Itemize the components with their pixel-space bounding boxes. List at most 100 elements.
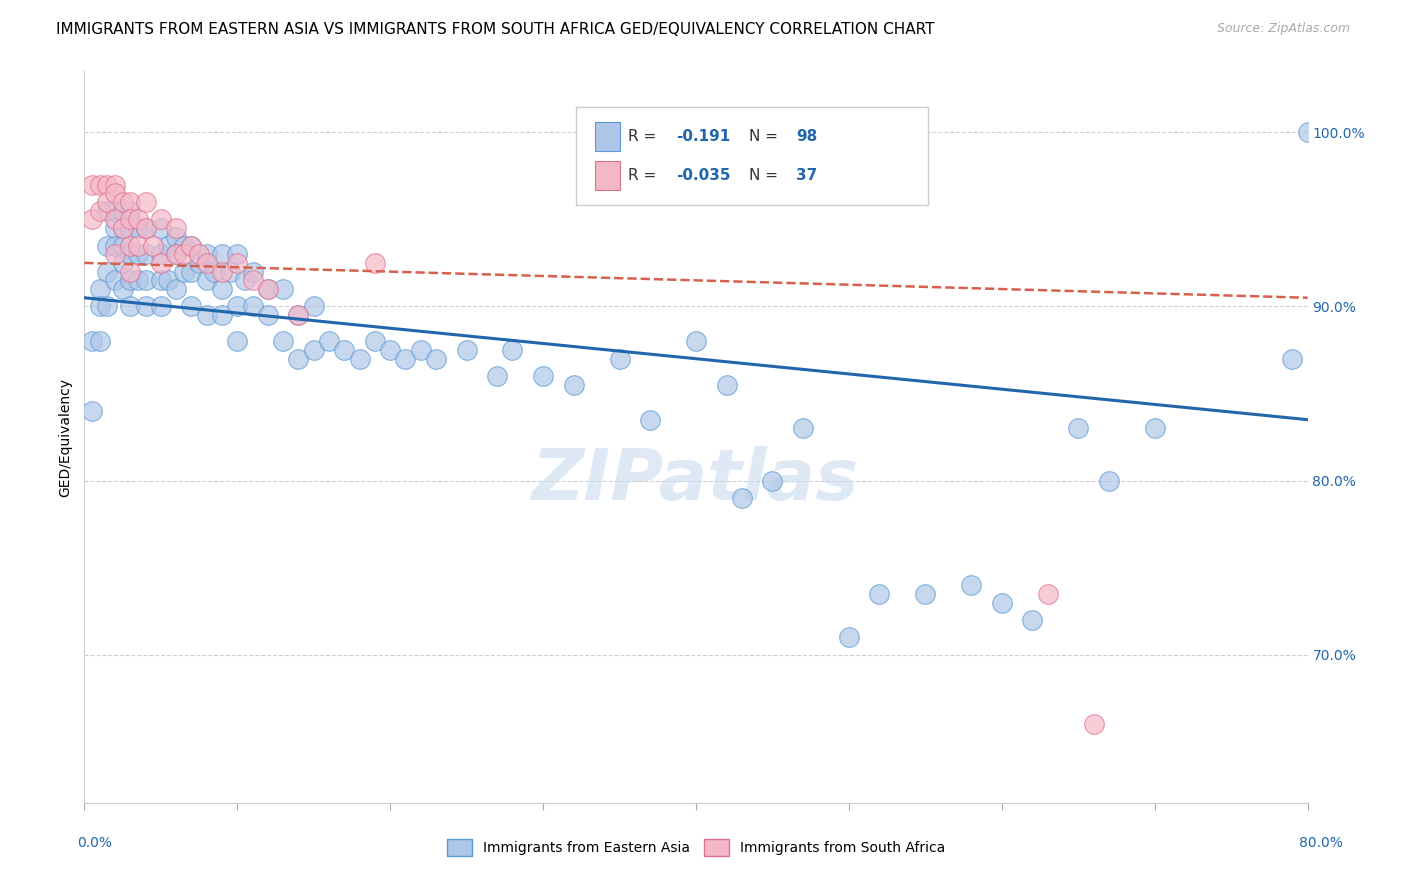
Point bbox=[127, 247, 149, 261]
Point bbox=[89, 178, 111, 192]
Point bbox=[287, 308, 309, 322]
Point bbox=[364, 334, 387, 349]
Point bbox=[127, 273, 149, 287]
Point bbox=[960, 578, 983, 592]
Point bbox=[120, 273, 142, 287]
Point bbox=[165, 247, 187, 261]
Point bbox=[149, 212, 172, 227]
Point bbox=[96, 178, 118, 192]
Point bbox=[1021, 613, 1043, 627]
Point bbox=[456, 343, 478, 357]
Point bbox=[104, 247, 127, 261]
Point bbox=[1036, 587, 1059, 601]
Point bbox=[120, 247, 142, 261]
Point bbox=[271, 334, 294, 349]
Point bbox=[135, 273, 157, 287]
Point bbox=[120, 203, 142, 218]
Point bbox=[104, 221, 127, 235]
Point bbox=[104, 212, 127, 227]
Point bbox=[173, 247, 195, 261]
Point bbox=[202, 265, 225, 279]
Point bbox=[380, 343, 402, 357]
Point bbox=[135, 221, 157, 235]
Point bbox=[302, 343, 325, 357]
Point bbox=[104, 273, 127, 287]
Point bbox=[165, 282, 187, 296]
Point bbox=[89, 334, 111, 349]
Text: 37: 37 bbox=[796, 169, 817, 183]
Point bbox=[157, 273, 180, 287]
Point bbox=[149, 221, 172, 235]
Point bbox=[257, 282, 280, 296]
Point bbox=[271, 282, 294, 296]
Point bbox=[135, 194, 157, 209]
Text: IMMIGRANTS FROM EASTERN ASIA VS IMMIGRANTS FROM SOUTH AFRICA GED/EQUIVALENCY COR: IMMIGRANTS FROM EASTERN ASIA VS IMMIGRAN… bbox=[56, 22, 935, 37]
Point bbox=[502, 343, 524, 357]
Point bbox=[364, 256, 387, 270]
Point bbox=[80, 178, 103, 192]
Point bbox=[96, 203, 118, 218]
Point bbox=[1143, 421, 1166, 435]
Point bbox=[991, 595, 1014, 609]
Point bbox=[195, 256, 218, 270]
Point bbox=[120, 238, 142, 252]
Point bbox=[562, 377, 585, 392]
Point bbox=[180, 238, 202, 252]
Point bbox=[257, 308, 280, 322]
Text: N =: N = bbox=[749, 129, 783, 144]
Point bbox=[195, 308, 218, 322]
Point bbox=[257, 282, 280, 296]
Point bbox=[425, 351, 447, 366]
Point bbox=[226, 256, 249, 270]
Point bbox=[104, 178, 127, 192]
Point bbox=[89, 203, 111, 218]
Point bbox=[211, 282, 233, 296]
Text: -0.191: -0.191 bbox=[676, 129, 731, 144]
Point bbox=[716, 377, 738, 392]
Point bbox=[80, 404, 103, 418]
Text: 98: 98 bbox=[796, 129, 817, 144]
Point bbox=[104, 186, 127, 201]
Point bbox=[135, 300, 157, 314]
Point bbox=[80, 212, 103, 227]
Point bbox=[349, 351, 371, 366]
Text: ZIPatlas: ZIPatlas bbox=[533, 447, 859, 516]
Point bbox=[111, 221, 134, 235]
Point bbox=[89, 282, 111, 296]
Text: R =: R = bbox=[628, 169, 662, 183]
Point bbox=[869, 587, 891, 601]
Text: N =: N = bbox=[749, 169, 783, 183]
Point bbox=[149, 256, 172, 270]
Point bbox=[226, 334, 249, 349]
Point bbox=[149, 273, 172, 287]
Point bbox=[188, 256, 211, 270]
Point bbox=[127, 221, 149, 235]
Point bbox=[149, 247, 172, 261]
Point bbox=[149, 300, 172, 314]
Point bbox=[242, 273, 264, 287]
Point bbox=[180, 238, 202, 252]
Point bbox=[792, 421, 814, 435]
Point bbox=[609, 351, 631, 366]
Point bbox=[173, 238, 195, 252]
Point bbox=[173, 265, 195, 279]
Point bbox=[120, 300, 142, 314]
Point bbox=[127, 238, 149, 252]
Text: 80.0%: 80.0% bbox=[1299, 836, 1343, 850]
Point bbox=[89, 300, 111, 314]
Text: -0.035: -0.035 bbox=[676, 169, 731, 183]
Legend: Immigrants from Eastern Asia, Immigrants from South Africa: Immigrants from Eastern Asia, Immigrants… bbox=[441, 834, 950, 862]
Point bbox=[180, 265, 202, 279]
Point bbox=[409, 343, 432, 357]
Point bbox=[120, 265, 142, 279]
Point bbox=[914, 587, 936, 601]
Point bbox=[96, 238, 118, 252]
Point bbox=[120, 194, 142, 209]
Point bbox=[1296, 125, 1319, 139]
Point bbox=[333, 343, 356, 357]
Point bbox=[111, 238, 134, 252]
Point bbox=[165, 221, 187, 235]
Point bbox=[96, 265, 118, 279]
Point bbox=[731, 491, 754, 505]
Point bbox=[287, 308, 309, 322]
